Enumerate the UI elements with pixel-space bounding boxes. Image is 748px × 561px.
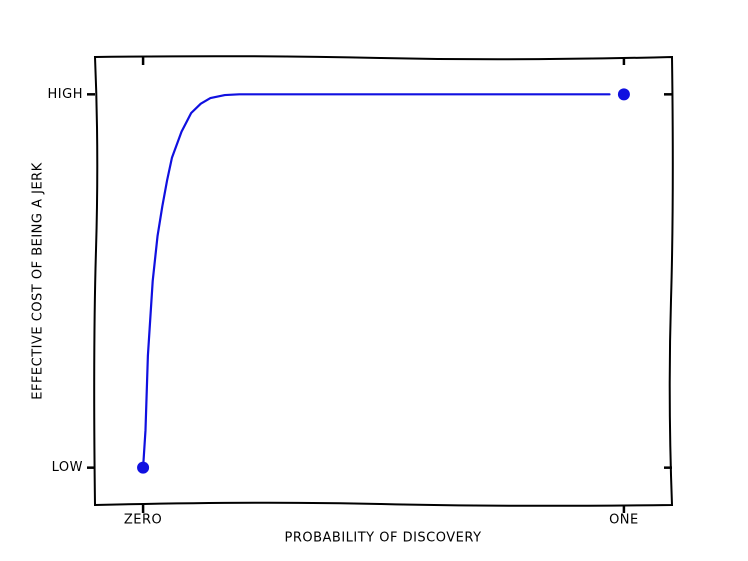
x-tick-label: ZERO [124,513,162,528]
x-axis-label: PROBABILITY OF DISCOVERY [284,531,481,546]
y-axis-label: EFFECTIVE COST OF BEING A JERK [31,162,46,399]
point [137,461,150,474]
plot-frame [93,55,674,507]
point [617,88,630,101]
y-tick-label: LOW [52,460,83,475]
y-tick-label: HIGH [48,87,83,102]
x-tick-label: ONE [609,513,639,528]
line [141,93,611,469]
